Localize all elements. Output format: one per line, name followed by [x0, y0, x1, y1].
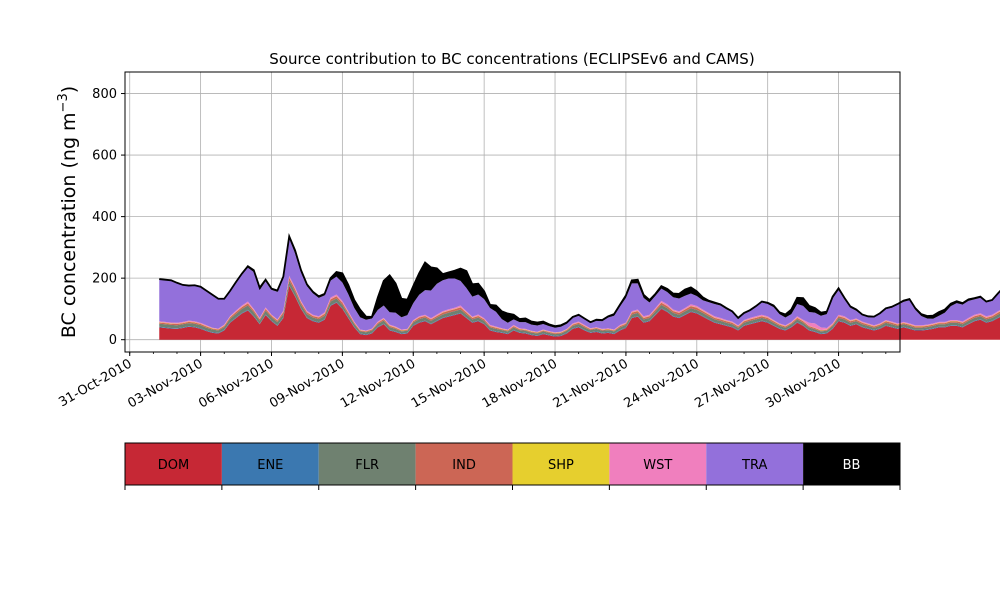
area-series-dom — [159, 285, 1000, 340]
axes: 0 200 400 600 800 31-Oct-201003-Nov-201006-No… — [56, 71, 901, 411]
legend-swatch-shp — [512, 443, 610, 485]
area-series-tra — [159, 238, 1000, 333]
x-tick-label: 15-Nov-2010 — [409, 356, 489, 411]
legend-label-tra: TRA — [741, 458, 767, 473]
legend-swatch-wst — [609, 443, 707, 485]
x-tick-label: 09-Nov-2010 — [267, 356, 347, 411]
y-tick-label: 200 — [92, 272, 117, 287]
y-axis-label-main: BC concentration (ng m — [58, 112, 80, 338]
stacked-areas — [159, 232, 1000, 340]
y-tick-label: 0 — [109, 333, 117, 348]
legend-colorbar: DOM ENE FLR IND SHP WST TRA BB — [124, 442, 901, 490]
chart-title: Source contribution to BC concentrations… — [269, 50, 754, 68]
y-tick-label: 800 — [92, 87, 117, 102]
y-axis-label-unit-exponent: −3 — [56, 93, 71, 112]
legend-label-dom: DOM — [158, 458, 189, 473]
x-tick-label: 18-Nov-2010 — [480, 356, 560, 411]
legend-label-ind: IND — [452, 458, 476, 473]
legend-label-ene: ENE — [257, 458, 283, 473]
x-tick-label: 06-Nov-2010 — [196, 356, 276, 411]
y-tick-label: 600 — [92, 149, 117, 164]
legend-label-wst: WST — [643, 458, 672, 473]
area-series-flr — [159, 280, 1000, 336]
legend-swatch-ind — [415, 443, 513, 485]
legend-swatch-flr — [318, 443, 416, 485]
legend-label-flr: FLR — [355, 458, 379, 473]
x-tick-label: 27-Nov-2010 — [692, 356, 772, 411]
legend-label-bb: BB — [843, 458, 861, 473]
legend-swatch-bb — [803, 443, 900, 485]
legend-swatch-tra — [706, 443, 804, 485]
y-tick-label: 400 — [92, 210, 117, 225]
legend-label-shp: SHP — [548, 458, 574, 473]
total-outline — [159, 232, 1000, 328]
legend-swatch-dom — [125, 443, 222, 485]
x-tick-label: 24-Nov-2010 — [622, 356, 702, 411]
y-axis-label-close: ) — [58, 86, 80, 93]
x-tick-label: 31-Oct-2010 — [56, 356, 134, 410]
legend-swatch-ene — [221, 443, 319, 485]
x-tick-label: 12-Nov-2010 — [338, 356, 418, 411]
x-tick-label: 21-Nov-2010 — [551, 356, 631, 411]
plot-frame — [124, 71, 901, 353]
x-tick-label: 30-Nov-2010 — [763, 356, 843, 411]
y-axis-label: BC concentration (ng m−3) — [56, 86, 80, 338]
x-tick-label: 03-Nov-2010 — [125, 356, 205, 411]
